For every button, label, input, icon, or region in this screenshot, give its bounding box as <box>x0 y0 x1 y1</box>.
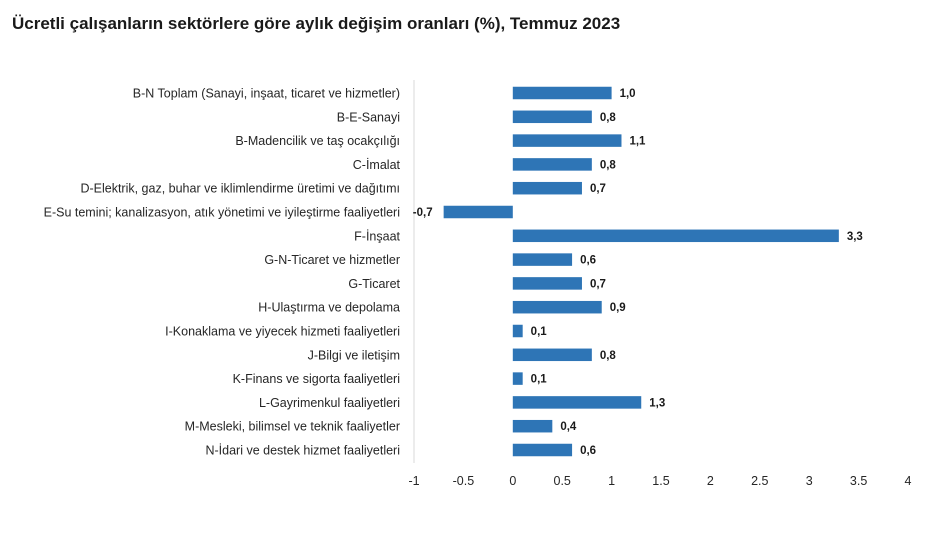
data-label: -0,7 <box>413 207 433 219</box>
category-label: K-Finans ve sigorta faaliyetleri <box>233 372 400 386</box>
category-label: J-Bilgi ve iletişim <box>308 348 400 362</box>
data-label: 0,4 <box>560 421 577 433</box>
data-label: 0,1 <box>531 326 548 338</box>
data-label: 0,8 <box>600 159 617 171</box>
data-label: 1,0 <box>620 88 636 100</box>
bar <box>512 348 592 362</box>
x-tick-label: 0.5 <box>554 474 571 488</box>
category-label: H-Ulaştırma ve depolama <box>258 301 400 315</box>
bar <box>512 419 553 433</box>
bar <box>512 324 523 338</box>
data-label: 0,9 <box>610 302 626 314</box>
category-label: N-İdari ve destek hizmet faaliyetleri <box>205 444 400 458</box>
x-tick-label: -0.5 <box>453 474 475 488</box>
category-label: I-Konaklama ve yiyecek hizmeti faaliyetl… <box>165 325 400 339</box>
bar <box>512 300 602 314</box>
category-label: G-N-Ticaret ve hizmetler <box>264 253 400 267</box>
bar <box>512 110 592 124</box>
bar <box>443 205 513 219</box>
category-label: M-Mesleki, bilimsel ve teknik faaliyetle… <box>185 420 400 434</box>
bar <box>512 253 573 266</box>
bar <box>512 229 839 243</box>
data-label: 0,1 <box>531 374 548 386</box>
category-label: G-Ticaret <box>348 277 400 291</box>
x-tick-label: -1 <box>408 474 419 488</box>
bar <box>512 372 523 385</box>
bar <box>512 86 612 100</box>
x-tick-label: 1 <box>608 474 615 488</box>
data-label: 1,1 <box>629 136 646 148</box>
category-label: E-Su temini; kanalizasyon, atık yönetimi… <box>44 206 400 220</box>
data-label: 1,3 <box>649 397 665 409</box>
data-label: 0,8 <box>600 112 617 124</box>
category-label: L-Gayrimenkul faaliyetleri <box>259 396 400 410</box>
data-label: 0,6 <box>580 255 596 267</box>
category-label: B-E-Sanayi <box>337 110 400 124</box>
category-label: F-İnşaat <box>354 229 400 243</box>
data-label: 0,7 <box>590 278 606 290</box>
category-label: B-N Toplam (Sanayi, inşaat, ticaret ve h… <box>133 87 400 101</box>
data-label: 3,3 <box>847 231 863 243</box>
bar <box>512 277 582 290</box>
x-tick-label: 2.5 <box>751 474 768 488</box>
x-tick-label: 4 <box>905 474 912 488</box>
bar <box>512 158 592 171</box>
x-tick-label: 2 <box>707 474 714 488</box>
category-label: B-Madencilik ve taş ocakçılığı <box>235 134 400 148</box>
x-tick-label: 3 <box>806 474 813 488</box>
bar <box>512 443 573 457</box>
bar <box>512 181 582 195</box>
bar <box>512 134 622 147</box>
category-label: C-İmalat <box>353 158 401 172</box>
data-label: 0,8 <box>600 350 617 362</box>
chart-title: Ücretli çalışanların sektörlere göre ayl… <box>12 14 621 33</box>
data-label: 0,7 <box>590 183 606 195</box>
x-tick-label: 1.5 <box>652 474 669 488</box>
data-label: 0,6 <box>580 445 596 457</box>
x-tick-label: 3.5 <box>850 474 867 488</box>
bar <box>512 396 642 409</box>
category-label: D-Elektrik, gaz, buhar ve iklimlendirme … <box>80 182 400 196</box>
x-tick-label: 0 <box>509 474 516 488</box>
